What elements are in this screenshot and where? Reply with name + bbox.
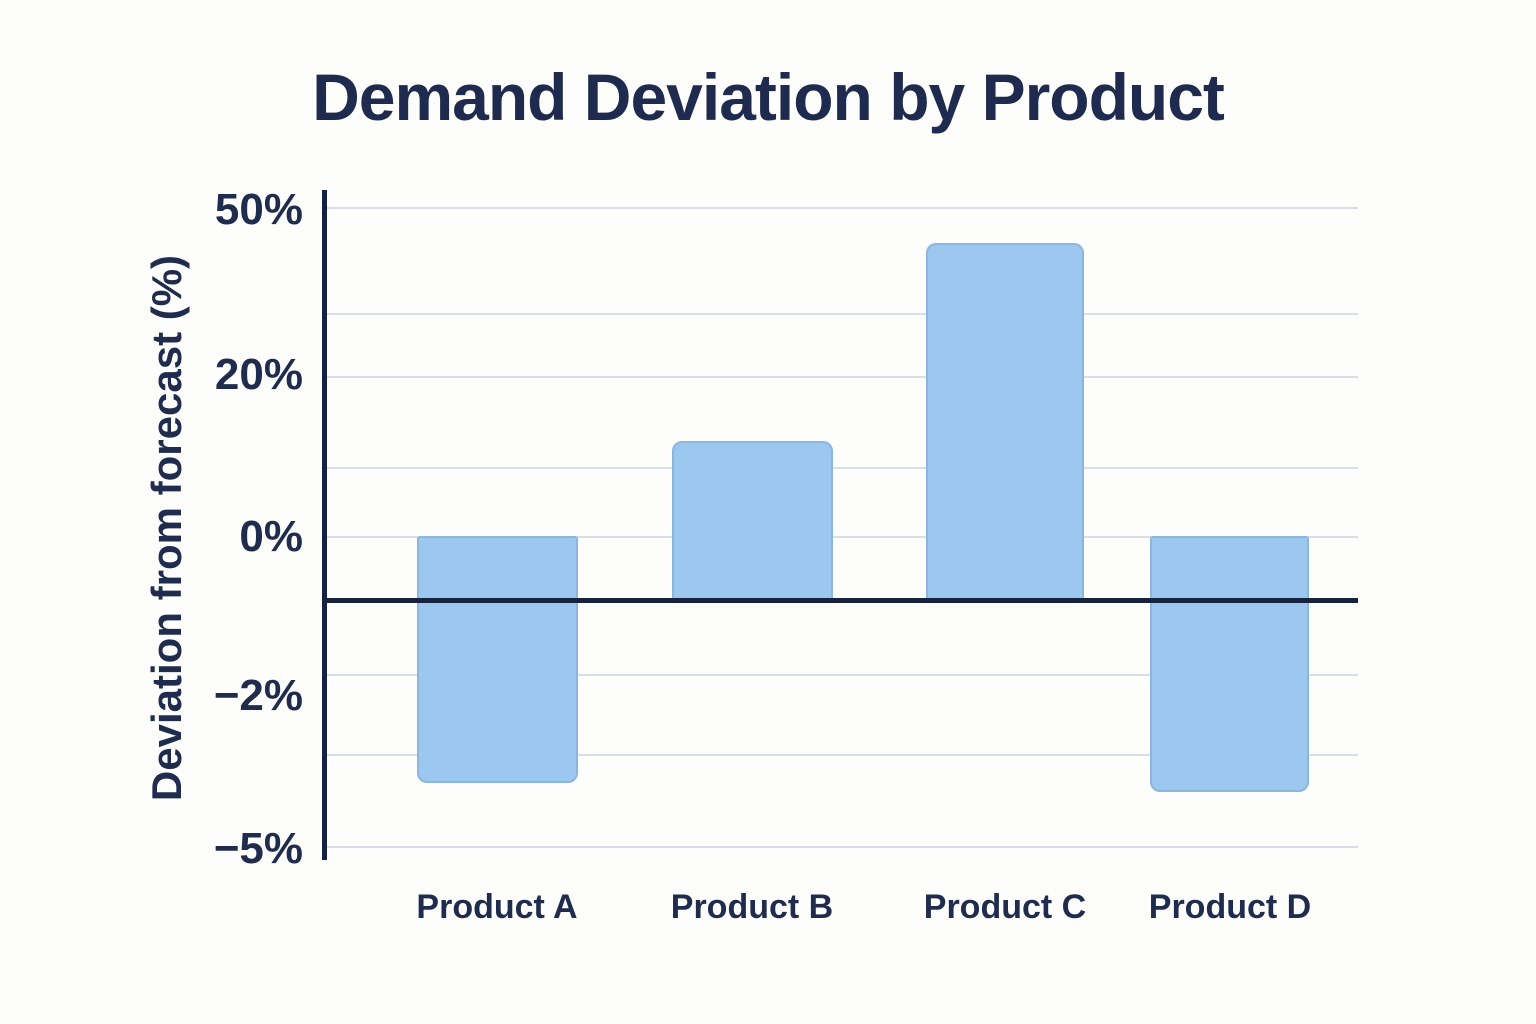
x-axis-label: Product B <box>670 888 834 926</box>
gridline <box>325 674 1358 676</box>
y-tick-label: 20% <box>214 350 303 399</box>
y-tick-label: −5% <box>213 824 303 873</box>
y-axis-line <box>322 190 327 860</box>
x-axis-label: Product A <box>416 888 578 926</box>
gridline <box>325 313 1358 315</box>
gridline <box>325 536 1358 538</box>
bar-product-d <box>1150 536 1309 792</box>
zero-baseline <box>322 598 1358 603</box>
gridline <box>325 846 1358 848</box>
y-tick-label: 0% <box>239 512 303 561</box>
bar-product-a <box>417 536 578 783</box>
bar-product-c <box>926 243 1084 602</box>
bar-product-b <box>672 441 833 602</box>
y-tick-label: −2% <box>213 671 303 720</box>
gridline <box>325 207 1358 209</box>
x-axis-label: Product D <box>1148 888 1312 926</box>
gridline <box>325 754 1358 756</box>
y-tick-label: 50% <box>214 185 303 234</box>
gridline <box>325 467 1358 469</box>
x-axis-label: Product C <box>923 888 1087 926</box>
chart-title: Demand Deviation by Product <box>312 60 1225 134</box>
gridline <box>325 376 1358 378</box>
